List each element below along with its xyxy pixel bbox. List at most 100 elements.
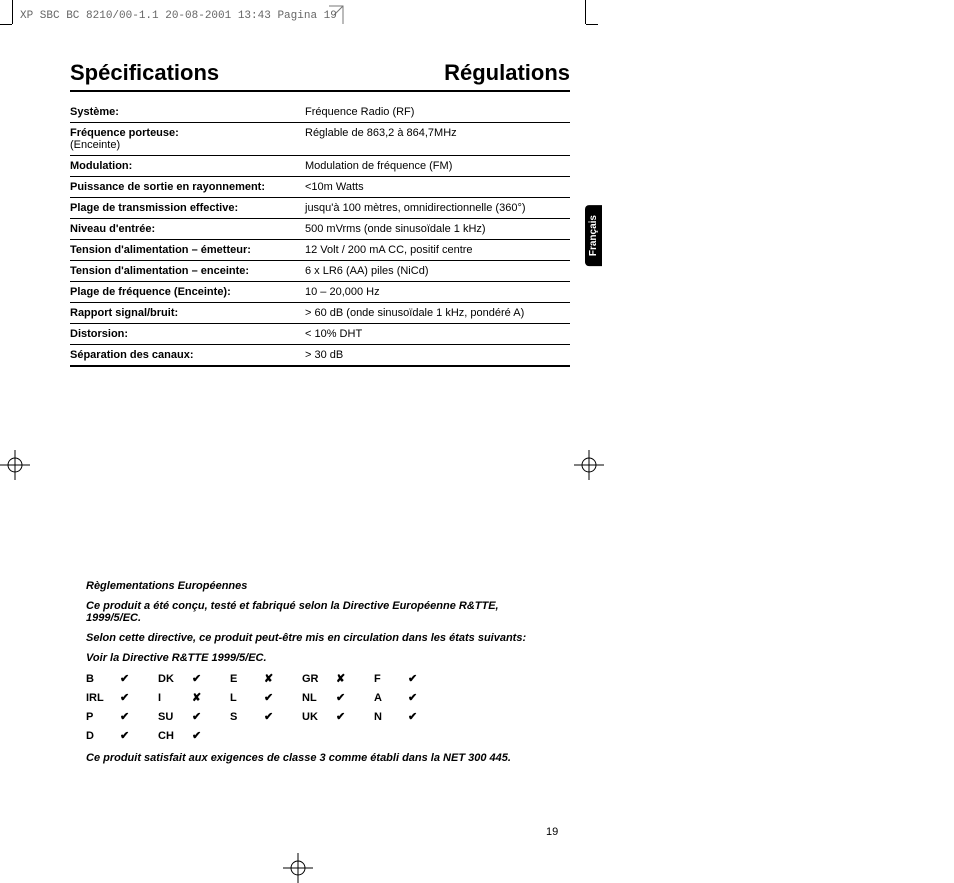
spec-label: Puissance de sortie en rayonnement: — [70, 177, 305, 198]
country-code: A — [374, 692, 398, 704]
spec-value: 10 – 20,000 Hz — [305, 282, 570, 303]
country-code: CH — [158, 730, 182, 742]
crop-mark — [0, 24, 12, 25]
table-row: Séparation des canaux:> 30 dB — [70, 345, 570, 367]
table-row: Niveau d'entrée:500 mVrms (onde sinusoïd… — [70, 219, 570, 240]
country-cell: L✔ — [230, 691, 302, 704]
country-code: DK — [158, 673, 182, 685]
spec-label: Plage de transmission effective: — [70, 198, 305, 219]
spec-value: > 30 dB — [305, 345, 570, 367]
country-code: UK — [302, 711, 326, 723]
spec-value: Modulation de fréquence (FM) — [305, 156, 570, 177]
table-row: Fréquence porteuse:(Enceinte)Réglable de… — [70, 123, 570, 156]
check-icon: ✔ — [192, 710, 201, 723]
crop-mark — [585, 0, 586, 24]
page-content: Spécifications Régulations Système:Fréqu… — [70, 60, 570, 367]
country-cell: F✔ — [374, 672, 446, 685]
country-code: B — [86, 673, 110, 685]
country-cell: GR ✘ — [302, 672, 374, 685]
country-code: I — [158, 692, 182, 704]
regulations-p3: Voir la Directive R&TTE 1999/5/EC. — [86, 652, 556, 664]
spec-label: Niveau d'entrée: — [70, 219, 305, 240]
crop-mark — [586, 24, 598, 25]
specifications-table: Système:Fréquence Radio (RF)Fréquence po… — [70, 102, 570, 367]
check-icon: ✔ — [264, 710, 273, 723]
table-row: Tension d'alimentation – enceinte:6 x LR… — [70, 261, 570, 282]
title-row: Spécifications Régulations — [70, 60, 570, 92]
spec-sublabel: (Enceinte) — [70, 139, 299, 151]
check-icon: ✔ — [120, 710, 129, 723]
country-cell: NL ✔ — [302, 691, 374, 704]
check-icon: ✔ — [408, 710, 417, 723]
spec-value: < 10% DHT — [305, 324, 570, 345]
spec-value: Fréquence Radio (RF) — [305, 102, 570, 123]
spec-value: Réglable de 863,2 à 864,7MHz — [305, 123, 570, 156]
country-code: SU — [158, 711, 182, 723]
country-code: GR — [302, 673, 326, 685]
spec-label: Tension d'alimentation – enceinte: — [70, 261, 305, 282]
spec-label: Système: — [70, 102, 305, 123]
spec-label: Plage de fréquence (Enceinte): — [70, 282, 305, 303]
spec-label: Tension d'alimentation – émetteur: — [70, 240, 305, 261]
check-icon: ✔ — [120, 691, 129, 704]
country-cell: UK ✔ — [302, 710, 374, 723]
table-row: Système:Fréquence Radio (RF) — [70, 102, 570, 123]
spec-label: Distorsion: — [70, 324, 305, 345]
country-cell: S✔ — [230, 710, 302, 723]
registration-mark-icon — [574, 450, 604, 480]
spec-value: <10m Watts — [305, 177, 570, 198]
regulations-footer: Ce produit satisfait aux exigences de cl… — [86, 752, 556, 764]
table-row: Puissance de sortie en rayonnement:<10m … — [70, 177, 570, 198]
spec-label: Fréquence porteuse:(Enceinte) — [70, 123, 305, 156]
regulations-heading: Règlementations Européennes — [86, 580, 556, 592]
check-icon: ✔ — [336, 691, 345, 704]
country-cell: N✔ — [374, 710, 446, 723]
country-cell: I✘ — [158, 691, 230, 704]
country-code: N — [374, 711, 398, 723]
country-cell: SU ✔ — [158, 710, 230, 723]
print-header: XP SBC BC 8210/00-1.1 20-08-2001 13:43 P… — [20, 10, 337, 22]
spec-label: Modulation: — [70, 156, 305, 177]
country-cell: B✔ — [86, 672, 158, 685]
cross-icon: ✘ — [336, 672, 345, 685]
country-grid: B✔DK✔E✘GR✘F✔IRL✔I✘L✔NL✔A✔P✔SU✔S✔UK✔N✔D✔C… — [86, 672, 446, 742]
table-row: Distorsion:< 10% DHT — [70, 324, 570, 345]
check-icon: ✔ — [264, 691, 273, 704]
regulations-p1: Ce produit a été conçu, testé et fabriqu… — [86, 600, 556, 624]
spec-value: > 60 dB (onde sinusoïdale 1 kHz, pondéré… — [305, 303, 570, 324]
cross-icon: ✘ — [264, 672, 273, 685]
country-cell: IRL ✔ — [86, 691, 158, 704]
check-icon: ✔ — [120, 729, 129, 742]
spec-value: 12 Volt / 200 mA CC, positif centre — [305, 240, 570, 261]
country-code: L — [230, 692, 254, 704]
country-code: E — [230, 673, 254, 685]
registration-mark-icon — [283, 853, 313, 883]
registration-mark-icon — [0, 450, 30, 480]
title-specifications: Spécifications — [70, 60, 219, 86]
check-icon: ✔ — [120, 672, 129, 685]
country-code: NL — [302, 692, 326, 704]
country-code: F — [374, 673, 398, 685]
country-cell: A✔ — [374, 691, 446, 704]
regulations-p2: Selon cette directive, ce produit peut-ê… — [86, 632, 556, 644]
spec-value: jusqu'à 100 mètres, omnidirectionnelle (… — [305, 198, 570, 219]
spec-value: 500 mVrms (onde sinusoïdale 1 kHz) — [305, 219, 570, 240]
country-cell: CH✔ — [158, 729, 230, 742]
check-icon: ✔ — [192, 672, 201, 685]
table-row: Plage de transmission effective:jusqu'à … — [70, 198, 570, 219]
crop-mark — [12, 0, 13, 24]
country-cell: DK ✔ — [158, 672, 230, 685]
table-row: Rapport signal/bruit:> 60 dB (onde sinus… — [70, 303, 570, 324]
cross-icon: ✘ — [192, 691, 201, 704]
page-number: 19 — [546, 826, 558, 838]
country-code: IRL — [86, 692, 110, 704]
country-code: P — [86, 711, 110, 723]
table-row: Tension d'alimentation – émetteur:12 Vol… — [70, 240, 570, 261]
country-code: S — [230, 711, 254, 723]
check-icon: ✔ — [408, 672, 417, 685]
country-cell: P✔ — [86, 710, 158, 723]
regulations-section: Règlementations Européennes Ce produit a… — [86, 580, 556, 772]
country-code: D — [86, 730, 110, 742]
country-cell: D✔ — [86, 729, 158, 742]
check-icon: ✔ — [336, 710, 345, 723]
